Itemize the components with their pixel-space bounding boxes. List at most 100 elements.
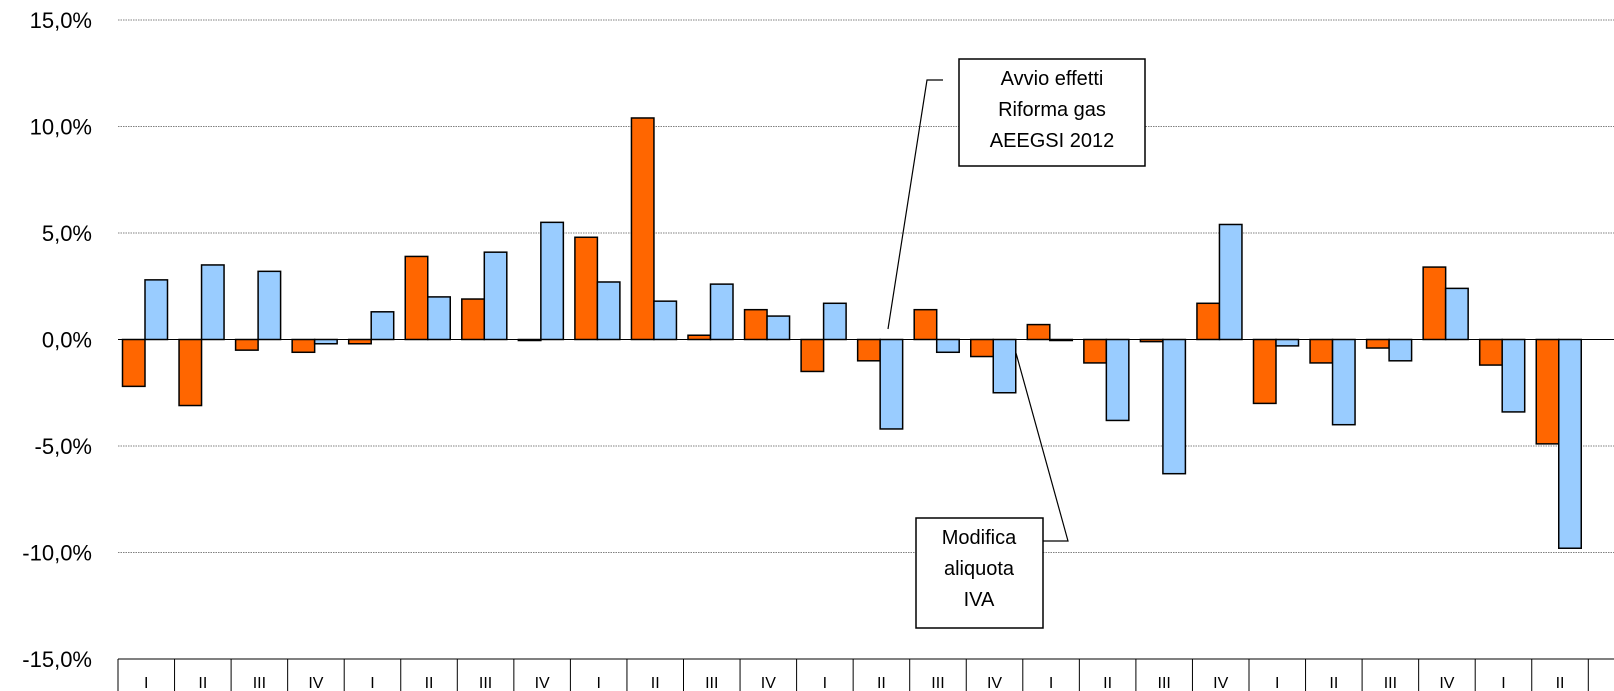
- bars: [121, 117, 1582, 549]
- annotation-text: AEEGSI 2012: [990, 130, 1115, 152]
- annotation-leader-line: [887, 79, 943, 330]
- bar: [234, 338, 259, 351]
- bar: [121, 338, 146, 388]
- bar: [1558, 338, 1582, 549]
- bar: [1026, 323, 1051, 341]
- y-tick-label: 15,0%: [30, 8, 92, 33]
- y-tick-label: -10,0%: [22, 541, 92, 566]
- x-tick-label: III: [705, 675, 718, 691]
- annotation-text: IVA: [964, 589, 995, 611]
- x-tick-label: I: [1275, 675, 1279, 691]
- x-tick-label: IV: [1213, 675, 1228, 691]
- bar: [347, 338, 372, 345]
- bar: [653, 300, 678, 341]
- bar: [1105, 338, 1130, 422]
- x-tick-label: IV: [535, 675, 550, 691]
- y-tick-label: -5,0%: [35, 434, 92, 459]
- x-tick-label: I: [144, 675, 148, 691]
- y-tick-label: 5,0%: [42, 221, 92, 246]
- bar: [709, 283, 734, 341]
- x-tick-label: I: [596, 675, 600, 691]
- bar: [427, 296, 451, 341]
- bar: [687, 334, 712, 341]
- annotation-text: aliquota: [944, 558, 1015, 580]
- y-tick-label: 10,0%: [30, 115, 92, 140]
- x-tick-label: III: [931, 675, 944, 691]
- bar: [257, 270, 282, 341]
- x-tick-label: I: [1501, 675, 1505, 691]
- x-tick-label: IV: [308, 675, 323, 691]
- bar: [1388, 338, 1413, 362]
- bar: [992, 338, 1017, 394]
- bar: [1535, 338, 1560, 445]
- annotation-text: Avvio effetti: [1001, 68, 1104, 90]
- x-tick-label: II: [1103, 675, 1112, 691]
- bar: [313, 338, 338, 345]
- x-tick-label: IV: [987, 675, 1002, 691]
- bar: [1275, 338, 1300, 347]
- annotation-box: [958, 58, 1146, 167]
- bar: [1139, 338, 1164, 343]
- x-tick-label: I: [823, 675, 827, 691]
- y-tick-label: 0,0%: [42, 328, 92, 353]
- bar: [879, 338, 904, 430]
- bar: [1049, 338, 1074, 342]
- bar: [517, 338, 542, 342]
- bar: [1365, 338, 1390, 349]
- bar: [1309, 338, 1334, 364]
- x-tick-label: IV: [1439, 675, 1454, 691]
- bar: [1444, 287, 1469, 341]
- x-tick-label: III: [1384, 675, 1397, 691]
- bar: [970, 338, 994, 358]
- x-tick-label: II: [1556, 675, 1565, 691]
- y-tick-label: -15,0%: [22, 647, 92, 672]
- bar: [800, 338, 825, 373]
- bar: [743, 308, 768, 341]
- bar: [596, 281, 621, 341]
- bar: [1331, 338, 1356, 426]
- bar: [200, 264, 225, 341]
- x-tick-label: I: [1049, 675, 1053, 691]
- bar: [630, 117, 655, 341]
- bar: [1422, 266, 1447, 341]
- bar: [913, 308, 938, 341]
- bar: [483, 251, 508, 341]
- bar: [1501, 338, 1526, 413]
- x-tick-label: I: [370, 675, 374, 691]
- bar: [766, 315, 791, 341]
- x-tick-label: III: [479, 675, 492, 691]
- bar: [822, 302, 847, 341]
- annotation-text: Riforma gas: [998, 99, 1106, 121]
- bar: [461, 298, 486, 341]
- bar: [144, 279, 169, 341]
- bar: [178, 338, 203, 407]
- x-tick-label: IV: [761, 675, 776, 691]
- bar: [856, 338, 881, 362]
- bar: [1083, 338, 1108, 364]
- x-tick-label: II: [877, 675, 886, 691]
- annotation-text: Modifica: [942, 527, 1017, 549]
- gridlines: [118, 19, 1614, 553]
- bar: [1162, 338, 1187, 475]
- annotation-leader-line: [1015, 352, 1069, 542]
- bar: [291, 338, 316, 354]
- annotation-box: [915, 517, 1044, 629]
- bar: [574, 236, 599, 341]
- bar: [1478, 338, 1503, 366]
- bar: [1252, 338, 1277, 405]
- y-axis-tick-labels: 15,0% 10,0% 5,0% 0,0% -5,0% -10,0% -15,0%: [22, 8, 92, 672]
- bar: [540, 221, 565, 341]
- bar: [1218, 223, 1243, 341]
- x-tick-label: III: [253, 675, 266, 691]
- annotations: Avvio effetti Riforma gas AEEGSI 2012 Modif…: [887, 58, 1146, 629]
- x-tick-label: II: [198, 675, 207, 691]
- bar: [1196, 302, 1221, 341]
- x-tick-label: II: [1329, 675, 1338, 691]
- bar: [404, 255, 429, 341]
- x-tick-label: II: [425, 675, 434, 691]
- x-axis: I II III IV I II III IV I II III IV I II III IV I II III IV…: [117, 658, 1614, 691]
- bar: [935, 338, 960, 354]
- x-tick-label: II: [651, 675, 660, 691]
- bar: [370, 311, 395, 341]
